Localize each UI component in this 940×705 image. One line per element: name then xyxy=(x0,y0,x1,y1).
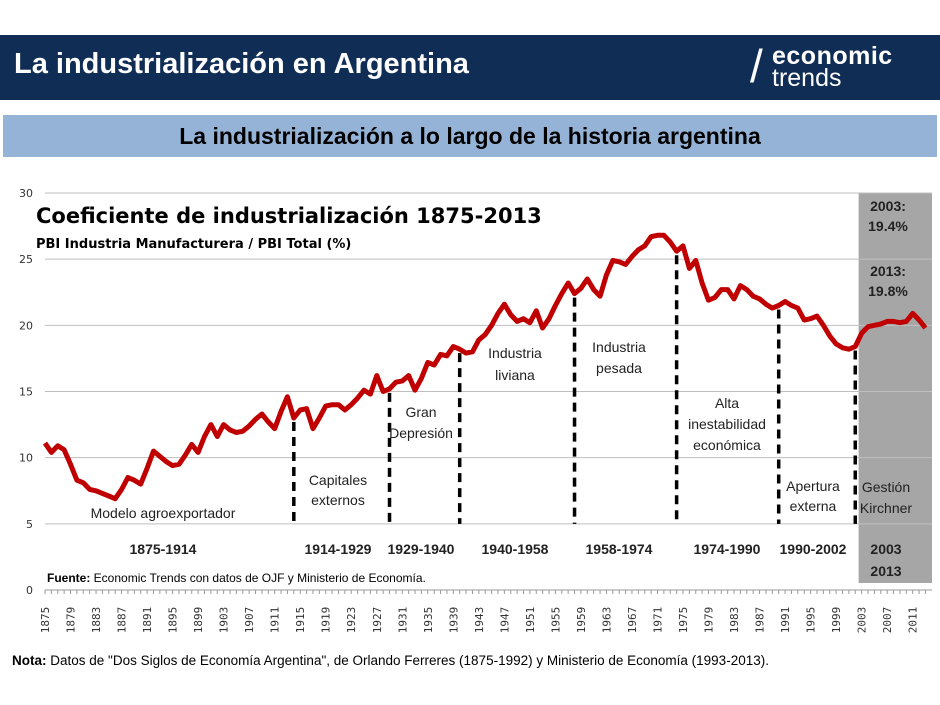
y-tick-label: 25 xyxy=(19,253,33,266)
chart-subtitle: PBI Industria Manufacturera / PBI Total … xyxy=(36,237,351,252)
section-title: La industrialización a lo largo de la hi… xyxy=(179,123,761,149)
y-tick-label: 10 xyxy=(19,452,33,465)
x-tick-label: 1883 xyxy=(90,607,103,634)
economic-trends-logo: / economic trends xyxy=(750,40,893,92)
y-axis-ticks: 0 5 10 15 20 25 30 xyxy=(19,187,33,597)
x-tick-label: 1875 xyxy=(39,607,52,634)
period-years: 1940-1958 xyxy=(482,541,549,557)
section-band: La industrialización a lo largo de la hi… xyxy=(3,115,937,157)
data-points xyxy=(44,235,926,499)
x-tick-label: 1899 xyxy=(192,607,205,634)
period-years: 1974-1990 xyxy=(694,541,761,557)
page-title: La industrialización en Argentina xyxy=(14,48,469,80)
period-years: 1990-2002 xyxy=(780,541,847,557)
source-note: Fuente: Economic Trends con datos de OJF… xyxy=(47,571,426,585)
x-tick-label: 2011 xyxy=(907,607,920,634)
period-breaks xyxy=(292,255,858,524)
period-name: Apertura externa xyxy=(786,478,840,514)
x-tick-label: 1975 xyxy=(677,607,690,634)
period-years: 1875-1914 xyxy=(130,541,197,557)
period-years: 1929-1940 xyxy=(388,541,455,557)
x-tick-label: 1935 xyxy=(422,607,435,634)
x-tick-label: 1983 xyxy=(728,607,741,634)
x-tick-label: 1987 xyxy=(754,607,767,634)
annotation-2013-label: 2013: xyxy=(870,263,906,279)
annotation-2013-value: 19.8% xyxy=(868,283,908,299)
kirchner-shaded-region xyxy=(858,193,932,583)
period-name: Industria pesada xyxy=(592,339,646,376)
x-tick-label: 1955 xyxy=(549,607,562,634)
period-name: Modelo agroexportador xyxy=(91,505,236,521)
x-tick-label: 2003 xyxy=(856,607,869,634)
x-tick-label: 1999 xyxy=(830,607,843,634)
y-tick-label: 5 xyxy=(26,518,33,531)
period-name: Alta inestabilidad económica xyxy=(688,395,766,453)
period-name: Gestión Kirchner xyxy=(860,479,912,516)
period-name: Capitales externos xyxy=(309,472,367,508)
x-tick-label: 1923 xyxy=(345,607,358,634)
y-tick-label: 20 xyxy=(19,319,33,332)
x-tick-label: 1931 xyxy=(396,607,409,634)
x-tick-label: 1895 xyxy=(167,607,180,634)
x-tick-label: 1995 xyxy=(805,607,818,634)
x-tick-label: 1947 xyxy=(498,607,511,634)
gridlines xyxy=(45,192,932,591)
x-tick-label: 1891 xyxy=(141,607,154,634)
x-tick-label: 1907 xyxy=(243,607,256,634)
period-years: 1958-1974 xyxy=(586,541,653,557)
x-tick-label: 1887 xyxy=(116,607,129,634)
x-tick-label: 1943 xyxy=(473,607,486,634)
series-line xyxy=(42,232,928,502)
x-tick-label: 1963 xyxy=(600,607,613,634)
x-tick-label: 1915 xyxy=(294,607,307,634)
annotation-2003-label: 2003: xyxy=(870,198,906,214)
y-tick-label: 15 xyxy=(19,386,33,399)
x-tick-label: 1911 xyxy=(269,607,282,634)
x-tick-label: 1979 xyxy=(703,607,716,634)
x-tick-label: 2007 xyxy=(881,607,894,634)
x-axis-ticks: 1875 1879 1883 1887 1891 1895 1899 1903 1907 1911… xyxy=(39,590,926,634)
x-tick-label: 1939 xyxy=(447,607,460,634)
period-years: 1914-1929 xyxy=(305,541,372,557)
period-name: Gran Depresión xyxy=(389,404,453,441)
x-tick-label: 1967 xyxy=(626,607,639,634)
y-tick-label: 0 xyxy=(26,584,33,597)
x-tick-label: 1927 xyxy=(371,607,384,634)
period-years: 2003 2013 xyxy=(870,541,901,579)
x-tick-label: 1903 xyxy=(218,607,231,634)
x-tick-label: 1991 xyxy=(779,607,792,634)
x-tick-label: 1879 xyxy=(65,607,78,634)
chart-title: Coeficiente de industrialización 1875-20… xyxy=(36,204,542,228)
x-tick-label: 1971 xyxy=(651,607,664,634)
x-tick-label: 1951 xyxy=(524,607,537,634)
x-tick-label: 1919 xyxy=(320,607,333,634)
x-tick-label: 1959 xyxy=(575,607,588,634)
annotation-2003-value: 19.4% xyxy=(868,218,908,234)
header-bar: La industrialización en Argentina / econ… xyxy=(0,35,940,100)
footnote: Nota: Datos de "Dos Siglos de Economía A… xyxy=(12,653,769,668)
period-name: Industria liviana xyxy=(488,345,542,383)
y-tick-label: 30 xyxy=(19,187,33,200)
